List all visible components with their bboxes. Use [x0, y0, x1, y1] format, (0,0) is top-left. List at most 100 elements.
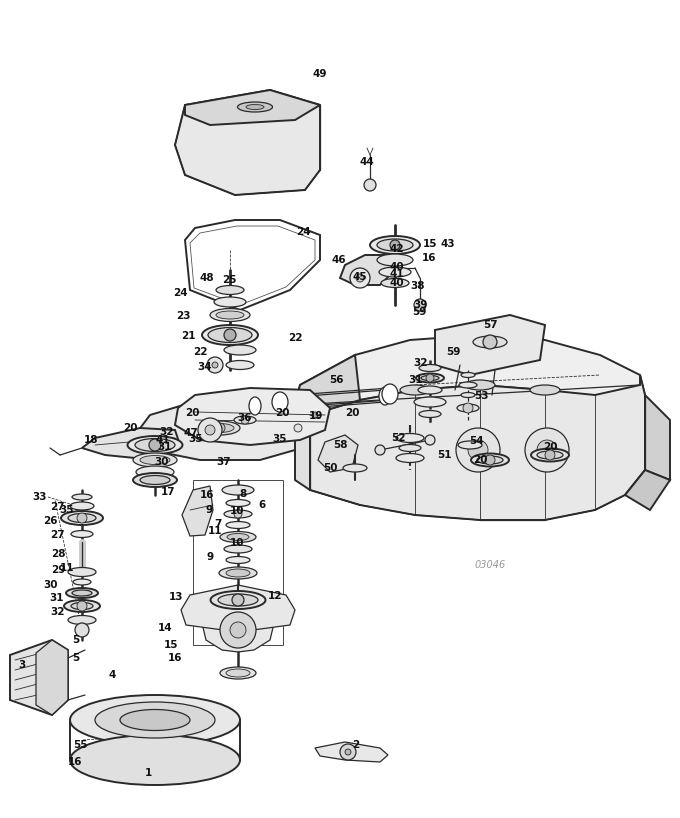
Text: 24: 24	[173, 288, 187, 298]
Ellipse shape	[224, 545, 252, 553]
Text: 53: 53	[474, 391, 488, 401]
Bar	[193, 480, 283, 645]
Ellipse shape	[214, 297, 246, 307]
Text: 59: 59	[446, 347, 460, 357]
Text: 20: 20	[185, 408, 199, 418]
Text: 39: 39	[413, 300, 427, 310]
Circle shape	[77, 601, 87, 611]
Text: 10: 10	[230, 506, 244, 516]
Polygon shape	[295, 355, 360, 415]
Ellipse shape	[227, 533, 249, 541]
Text: 9: 9	[205, 505, 213, 515]
Text: 19: 19	[309, 411, 323, 421]
Text: 20: 20	[473, 455, 488, 465]
Circle shape	[537, 440, 557, 460]
Ellipse shape	[210, 308, 250, 321]
Polygon shape	[36, 640, 68, 715]
Text: 31: 31	[50, 593, 64, 603]
Text: 22: 22	[192, 347, 207, 357]
Ellipse shape	[377, 254, 413, 266]
Ellipse shape	[220, 532, 256, 542]
Polygon shape	[645, 395, 670, 480]
Circle shape	[356, 274, 364, 282]
Text: 10: 10	[230, 538, 244, 548]
Text: 20: 20	[345, 408, 359, 418]
Circle shape	[205, 425, 215, 435]
Text: 18: 18	[84, 435, 98, 445]
Text: 13: 13	[169, 592, 183, 602]
Ellipse shape	[370, 236, 420, 254]
Text: 15: 15	[423, 239, 437, 249]
Ellipse shape	[135, 438, 175, 452]
Text: 41: 41	[156, 435, 170, 445]
Polygon shape	[295, 405, 310, 490]
Text: 47: 47	[184, 428, 199, 438]
Ellipse shape	[95, 702, 215, 738]
Circle shape	[294, 424, 302, 432]
Text: 14: 14	[158, 623, 172, 633]
Text: 35: 35	[189, 434, 203, 444]
Ellipse shape	[419, 411, 441, 417]
Ellipse shape	[237, 102, 273, 112]
Circle shape	[234, 510, 242, 518]
Text: 41: 41	[390, 269, 405, 279]
Text: 29: 29	[51, 565, 65, 575]
Text: 25: 25	[222, 275, 236, 285]
Ellipse shape	[272, 392, 288, 412]
Ellipse shape	[377, 239, 413, 251]
Text: 38: 38	[411, 281, 425, 291]
Text: 42: 42	[390, 244, 405, 254]
Ellipse shape	[414, 397, 446, 407]
Ellipse shape	[477, 456, 503, 464]
Polygon shape	[175, 388, 330, 445]
Ellipse shape	[473, 336, 507, 348]
Text: 12: 12	[268, 591, 282, 601]
Ellipse shape	[68, 615, 96, 624]
Ellipse shape	[249, 397, 261, 415]
Ellipse shape	[133, 453, 177, 467]
Ellipse shape	[216, 285, 244, 294]
Text: 26: 26	[43, 516, 57, 526]
Circle shape	[375, 445, 385, 455]
Ellipse shape	[133, 473, 177, 487]
Ellipse shape	[61, 511, 103, 525]
Text: 1: 1	[144, 768, 152, 778]
Ellipse shape	[211, 591, 265, 609]
Ellipse shape	[465, 380, 495, 390]
Text: 4: 4	[108, 670, 116, 680]
Text: 35: 35	[60, 505, 74, 515]
Text: 15: 15	[164, 640, 178, 650]
Text: 27: 27	[50, 502, 65, 512]
Ellipse shape	[396, 434, 424, 443]
Ellipse shape	[226, 361, 254, 370]
Text: 32: 32	[160, 427, 174, 437]
Text: 45: 45	[353, 272, 367, 282]
Text: 11: 11	[60, 563, 74, 573]
Ellipse shape	[216, 311, 244, 319]
Polygon shape	[295, 335, 645, 415]
Ellipse shape	[71, 531, 93, 537]
Polygon shape	[182, 486, 213, 536]
Text: 30: 30	[44, 580, 58, 590]
Text: 48: 48	[200, 273, 214, 283]
Circle shape	[485, 455, 495, 465]
Ellipse shape	[396, 453, 424, 462]
Text: 16: 16	[422, 253, 437, 263]
Ellipse shape	[531, 448, 569, 461]
Polygon shape	[310, 375, 645, 520]
Text: 6: 6	[258, 500, 266, 510]
Circle shape	[77, 513, 87, 523]
Ellipse shape	[461, 372, 475, 377]
Text: 20: 20	[275, 408, 289, 418]
Ellipse shape	[421, 375, 439, 380]
Text: 51: 51	[437, 450, 452, 460]
Circle shape	[525, 428, 569, 472]
Circle shape	[425, 435, 435, 445]
Text: 16: 16	[200, 490, 214, 500]
Ellipse shape	[208, 327, 252, 343]
Text: 9: 9	[207, 552, 214, 562]
Circle shape	[345, 749, 351, 755]
Text: 23: 23	[175, 311, 190, 321]
Text: 16: 16	[68, 757, 82, 767]
Circle shape	[241, 416, 249, 424]
